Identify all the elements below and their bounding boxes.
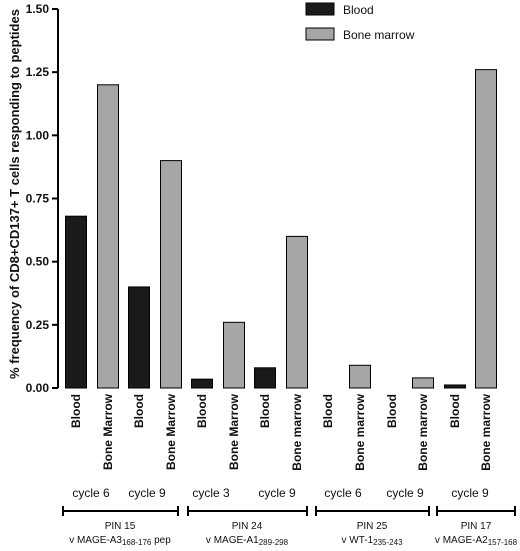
bars	[65, 69, 497, 389]
vaccine-subscript: 235-243	[373, 538, 403, 547]
x-tick-label: Blood	[321, 394, 335, 428]
vaccine-subscript: 168-176	[122, 538, 152, 547]
cycle-label: cycle 6	[72, 486, 110, 500]
bar-bone-marrow	[223, 321, 245, 389]
legend: Blood Bone marrow	[305, 2, 415, 42]
y-tick-label: 1.25	[26, 65, 50, 79]
x-tick-label: Blood	[385, 394, 399, 428]
y-tick-label: 1.00	[26, 128, 50, 142]
y-tick-label: 0.25	[26, 318, 50, 332]
patient-groups	[62, 506, 516, 516]
x-tick-labels: Blood Bone Marrow Blood Bone Marrow Blood Bon…	[69, 393, 493, 470]
patient-vaccine: v MAGE-A1289-298	[206, 535, 289, 547]
y-tick-label: 0.75	[26, 192, 50, 206]
bar-bone-marrow	[160, 160, 182, 389]
patient-id: PIN 25	[357, 521, 388, 532]
patient-id: PIN 15	[105, 521, 136, 532]
vaccine-name: v MAGE-A2	[435, 535, 488, 546]
y-tick-label: 0.50	[26, 255, 50, 269]
patient-labels: PIN 15 v MAGE-A3168-176 pep PIN 24 v MAG…	[69, 521, 517, 547]
legend-label-blood: Blood	[343, 3, 374, 17]
cycle-label: cycle 6	[324, 486, 362, 500]
x-tick-label: Blood	[132, 394, 146, 428]
x-tick-label: Blood	[258, 394, 272, 428]
bar-bone-marrow	[286, 235, 308, 389]
patient-id: PIN 24	[232, 521, 263, 532]
y-tick-label: 0.00	[26, 381, 50, 395]
cycle-label: cycle 9	[128, 486, 166, 500]
y-tick-label: 1.50	[26, 2, 50, 16]
y-axis: 0.00 0.25 0.50 0.75 1.00 1.25 1.50	[26, 2, 59, 395]
vaccine-name: v MAGE-A3	[69, 535, 122, 546]
cycle-label: cycle 3	[192, 486, 230, 500]
patient-vaccine: v MAGE-A2157-168	[435, 535, 518, 547]
legend-label-bone-marrow: Bone marrow	[343, 28, 415, 42]
x-tick-label: Bone marrow	[353, 393, 367, 470]
bar-blood	[65, 215, 87, 389]
legend-swatch-bone-marrow	[305, 27, 335, 41]
bar-blood	[254, 367, 276, 389]
x-tick-label: Bone Marrow	[164, 393, 178, 470]
patient-vaccine: v WT-1235-243	[341, 535, 403, 547]
y-axis-label: % frequency of CD8+CD137+ T cells respon…	[7, 9, 22, 379]
vaccine-subscript: 157-168	[488, 538, 518, 547]
cycle-label: cycle 9	[386, 486, 424, 500]
x-tick-label: Blood	[448, 394, 462, 428]
x-tick-label: Blood	[69, 394, 83, 428]
cycle-labels: cycle 6 cycle 9 cycle 3 cycle 9 cycle 6 …	[72, 486, 489, 500]
bar-blood	[444, 384, 466, 389]
legend-swatch-blood	[305, 2, 335, 16]
cycle-label: cycle 9	[258, 486, 296, 500]
x-tick-label: Bone marrow	[416, 393, 430, 470]
x-tick-label: Bone Marrow	[101, 393, 115, 470]
patient-vaccine: v MAGE-A3168-176 pep	[69, 535, 171, 547]
patient-id: PIN 17	[461, 521, 492, 532]
x-tick-label: Blood	[195, 394, 209, 428]
vaccine-subscript: 289-298	[259, 538, 289, 547]
bar-blood	[191, 378, 213, 389]
x-tick-label: Bone Marrow	[227, 393, 241, 470]
vaccine-suffix: pep	[151, 535, 171, 546]
cycle-label: cycle 9	[451, 486, 489, 500]
bar-bone-marrow	[475, 69, 497, 389]
x-tick-label: Bone marrow	[479, 393, 493, 470]
vaccine-name: v WT-1	[341, 535, 373, 546]
bar-bone-marrow	[412, 377, 434, 389]
vaccine-name: v MAGE-A1	[206, 535, 259, 546]
bar-bone-marrow	[349, 364, 371, 389]
x-tick-label: Bone marrow	[290, 393, 304, 470]
bar-blood	[128, 286, 150, 389]
bar-bone-marrow	[97, 84, 119, 389]
